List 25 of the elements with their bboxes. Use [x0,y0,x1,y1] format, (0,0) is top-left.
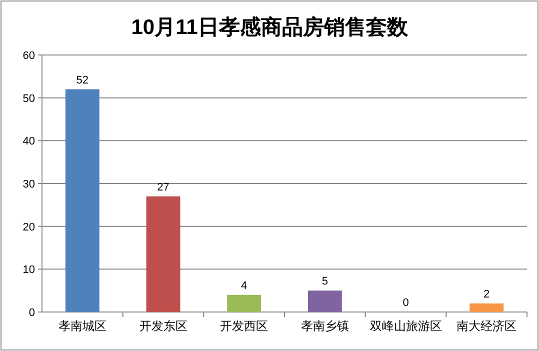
bar [308,290,342,312]
chart-title: 10月11日孝感商品房销售套数 [131,15,409,39]
data-label: 0 [402,297,409,309]
x-tick-label: 孝南城区 [58,319,106,333]
data-label: 2 [484,288,490,300]
data-label: 27 [157,181,170,194]
y-tick-label: 10 [22,264,35,276]
bar [227,294,262,312]
x-tick-label: 孝南乡镇 [300,319,349,333]
bar [470,303,504,312]
y-tick-label: 60 [22,50,35,62]
y-tick-label: 20 [22,221,35,234]
y-tick-label: 30 [22,178,35,190]
data-label: 4 [241,280,248,292]
y-tick-label: 40 [22,136,35,148]
bar [146,196,180,312]
x-tick-label: 南大经济区 [456,319,517,333]
y-tick-label: 50 [22,92,35,105]
x-tick-label: 开发西区 [220,319,268,333]
x-tick-label: 双峰山旅游区 [370,319,442,333]
data-label: 52 [76,74,89,86]
bar [65,89,100,312]
data-label: 5 [322,276,328,288]
y-tick-label: 0 [28,307,35,319]
x-tick-label: 开发东区 [139,319,188,333]
